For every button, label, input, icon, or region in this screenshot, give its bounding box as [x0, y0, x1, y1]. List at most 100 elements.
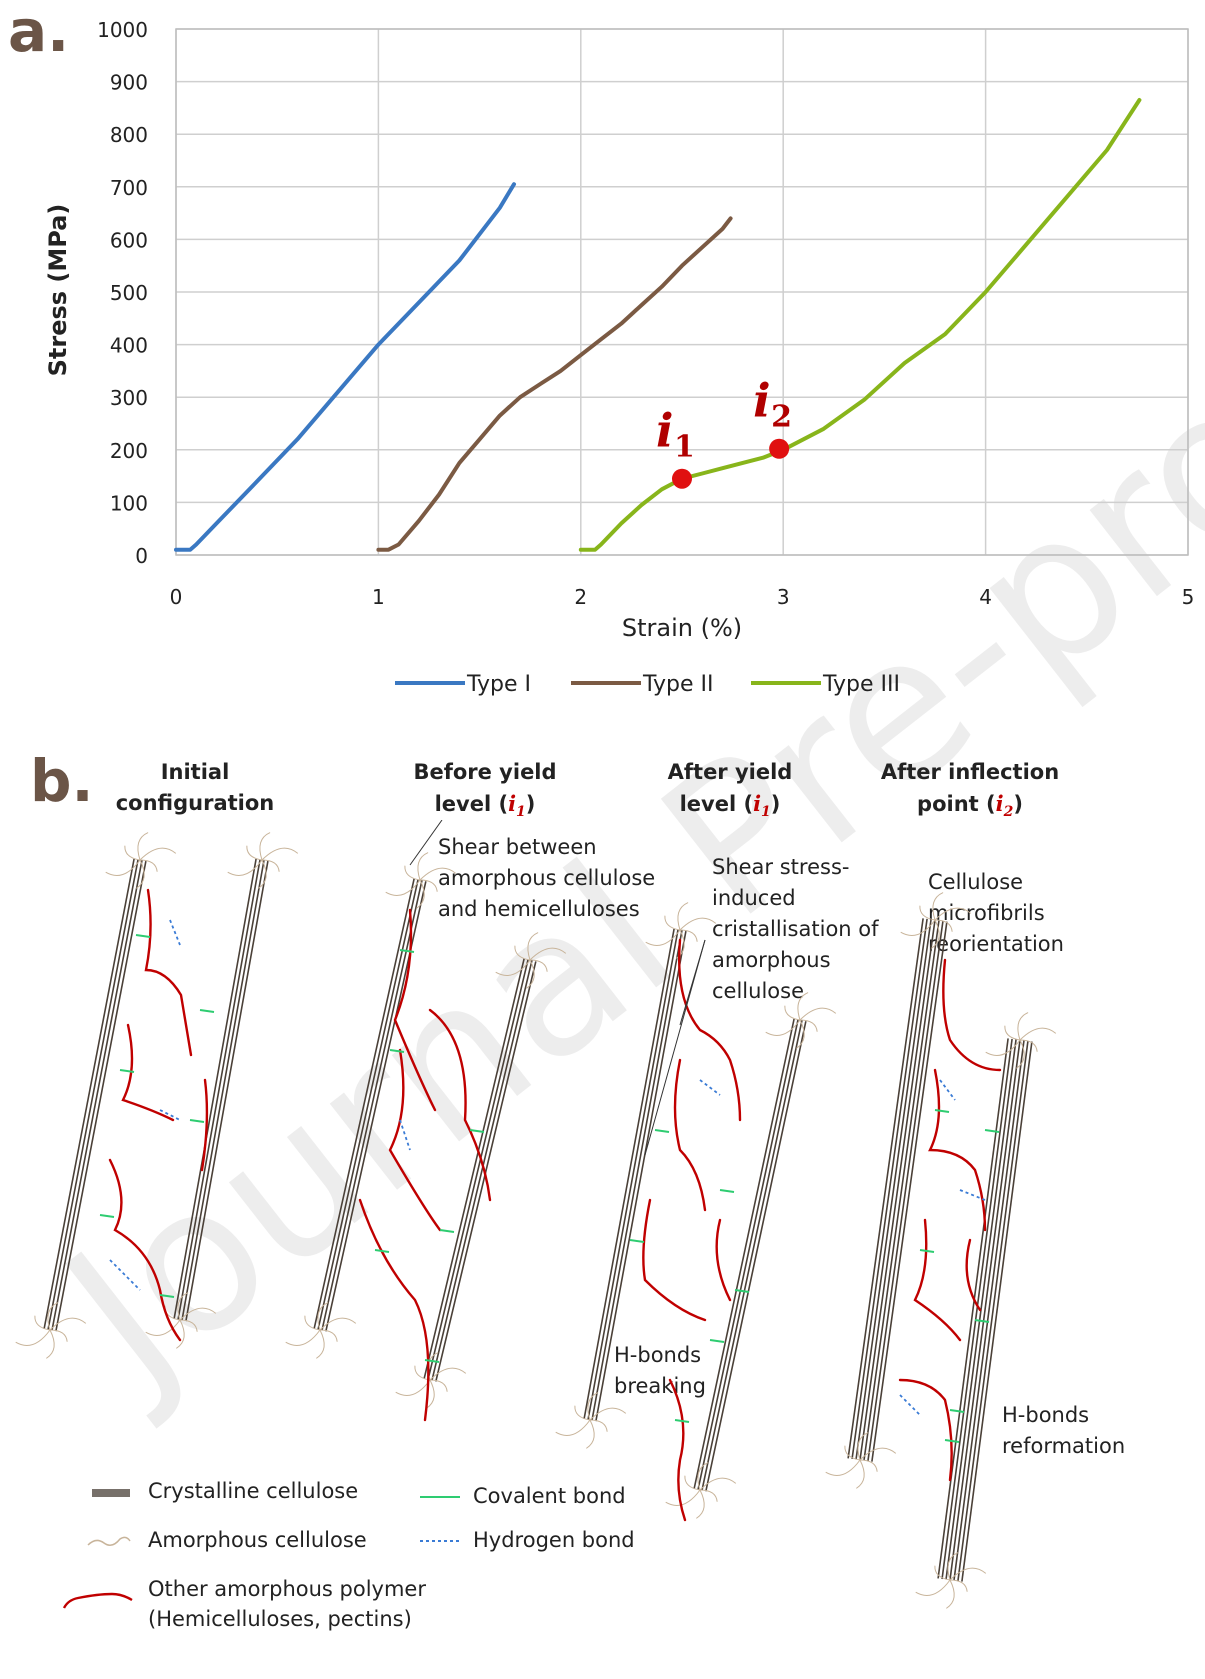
fibril-strand [55, 860, 147, 1332]
fibril-strand [697, 1019, 799, 1490]
covalent-bond [199, 1009, 215, 1013]
fibril-strand [847, 918, 924, 1459]
stage-title-suffix: ) [525, 792, 536, 816]
stage-title-line2: configuration [115, 791, 275, 815]
covalent-bond [439, 1229, 455, 1233]
amorphous-fuzz [317, 1302, 329, 1331]
x-tick-label: 4 [979, 585, 992, 609]
amorphous-fuzz [47, 1302, 59, 1331]
polymer-chain [715, 1218, 732, 1302]
amorphous-fuzz [934, 1565, 951, 1581]
stage-title-suffix: ) [1013, 792, 1023, 816]
y-tick-label: 800 [110, 123, 148, 147]
note-reorientation: Cellulose microfibrils reorientation [928, 867, 1064, 960]
covalent-bond [469, 1129, 485, 1133]
fibril-strand [583, 928, 675, 1420]
annotation-subscript-i1: 1 [674, 430, 695, 465]
amorphous-fuzz [319, 1317, 357, 1331]
crystalline-fibril [395, 932, 567, 1409]
stage-title-line1: Initial [160, 760, 230, 784]
amorphous-fuzz [934, 907, 972, 921]
covalent-bond [189, 1119, 205, 1123]
polymer-chain [121, 1023, 175, 1122]
fibril-strand [953, 1040, 1025, 1581]
fibril-strand [51, 860, 143, 1331]
amorphous-fuzz [514, 945, 531, 961]
amorphous-fuzz [46, 1329, 55, 1359]
amorphous-fuzz [919, 905, 936, 921]
covalent-bond [734, 1289, 750, 1293]
amorphous-fuzz [784, 1005, 801, 1021]
amorphous-fuzz [697, 1462, 709, 1491]
hydrogen-bond [899, 1394, 921, 1416]
annotation-label-i1: i [656, 404, 673, 458]
amorphous-fuzz [419, 879, 438, 892]
amorphous-fuzz [900, 919, 936, 936]
fibril-strand [435, 961, 537, 1382]
amorphous-fuzz [679, 917, 717, 931]
x-tick-label: 5 [1182, 585, 1195, 609]
note-line: reorientation [928, 932, 1064, 956]
amorphous-fuzz [915, 1579, 951, 1596]
amorphous-fuzz [696, 1489, 705, 1519]
series-line-type-ii [376, 216, 733, 552]
amorphous-fuzz [949, 1567, 987, 1581]
annotation-point-i1 [672, 468, 692, 489]
stage-title-line1: Before yield [413, 760, 557, 784]
amorphous-fuzz [246, 845, 263, 861]
amorphous-fuzz [526, 959, 535, 989]
amorphous-fuzz [825, 1459, 861, 1476]
y-tick-label: 900 [110, 71, 148, 95]
note-line: H-bonds [1002, 1403, 1090, 1427]
covalent-bond [719, 1189, 735, 1193]
amorphous-fuzz [319, 1329, 338, 1342]
note-line: induced [712, 886, 796, 910]
legend-hydrogen-label: Hydrogen bond [473, 1528, 635, 1552]
note-line: amorphous [712, 948, 831, 972]
amorphous-fuzz [1016, 1039, 1025, 1069]
amorphous-fuzz [699, 1477, 737, 1491]
amorphous-fuzz [139, 847, 177, 861]
fibril-strand [43, 858, 135, 1330]
fibril-strand [587, 929, 679, 1420]
amorphous-fuzz [385, 879, 421, 896]
x-tick-label: 0 [170, 585, 183, 609]
chart-axes: 0 100 200 300 400 500 600 700 800 900 1000 0 1 2 3 4 5 [97, 18, 1194, 609]
hydrogen-bond [399, 1119, 411, 1151]
amorphous-fuzz [844, 1445, 861, 1461]
covalent-bond [944, 1439, 960, 1443]
amorphous-fuzz [227, 859, 263, 876]
amorphous-fuzz [261, 847, 299, 861]
amorphous-fuzz [139, 859, 158, 872]
y-tick-label: 200 [110, 439, 148, 463]
polymer-chain [428, 1008, 492, 1202]
crystalline-fibril [285, 852, 457, 1359]
amorphous-fuzz [259, 832, 271, 861]
plot-frame [175, 28, 1189, 556]
fibril-strand [313, 878, 415, 1329]
amorphous-fuzz [589, 1407, 627, 1421]
polymer-chain [200, 1078, 209, 1172]
amorphous-fuzz [495, 959, 531, 976]
legend-other-line2: (Hemicelluloses, pectins) [148, 1607, 412, 1631]
amorphous-fuzz [15, 1329, 51, 1346]
amorphous-fuzz [859, 1459, 878, 1472]
amorphous-fuzz [1017, 1012, 1029, 1041]
amorphous-fuzz [799, 1007, 837, 1021]
amorphous-fuzz [589, 1419, 608, 1432]
amorphous-fuzz [859, 1447, 897, 1461]
note-line: cellulose [712, 979, 804, 1003]
covalent-bond [674, 1419, 690, 1423]
chart-series [174, 98, 1142, 552]
legend-label: Type III [822, 672, 900, 697]
stage-symbol: i [753, 791, 762, 816]
note-pointer [409, 820, 443, 866]
stage-title-after-inflection: After inflection point (i2) [860, 757, 1080, 828]
hydrogen-bond [939, 1079, 956, 1101]
covalent-bond [629, 1239, 645, 1243]
panel-b-letter: b. [30, 747, 94, 815]
series-line-type-i [174, 182, 516, 552]
hydrogen-bond [699, 1079, 721, 1096]
fibril-strand [177, 859, 261, 1320]
crystalline-fibril [665, 992, 837, 1519]
